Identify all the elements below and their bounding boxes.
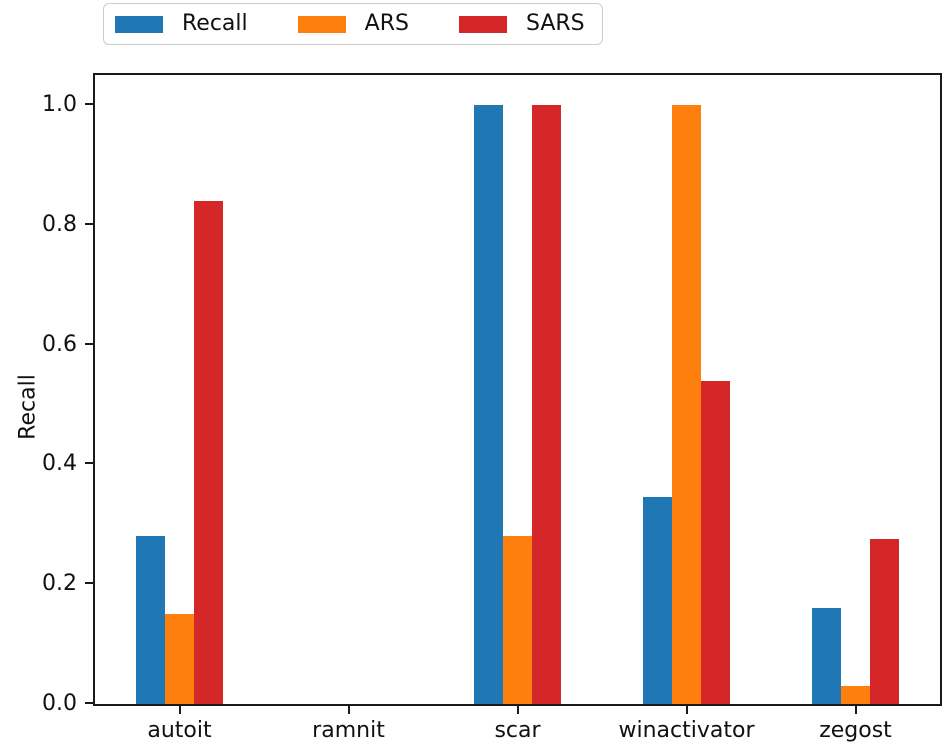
x-tick-mark	[347, 706, 350, 714]
bar-scar-sars	[532, 104, 561, 704]
y-tick-mark	[85, 462, 93, 465]
x-tick-mark	[685, 706, 688, 714]
bar-autoit-recall	[136, 536, 165, 704]
y-axis-label: Recall	[15, 374, 41, 440]
y-tick-label: 0.4	[42, 451, 77, 477]
bar-autoit-sars	[194, 200, 223, 704]
y-tick-label: 0.6	[42, 331, 77, 357]
y-tick-mark	[85, 702, 93, 704]
chart-legend: Recall ARS SARS	[103, 3, 603, 45]
y-tick-label: 1.0	[42, 91, 77, 117]
legend-swatch-ars	[297, 15, 346, 33]
legend-label-ars: ARS	[364, 11, 409, 36]
bar-zegost-sars	[870, 539, 899, 704]
legend-swatch-sars	[458, 15, 507, 33]
y-tick-mark	[85, 222, 93, 225]
x-tick-label-scar: scar	[494, 718, 541, 743]
bar-zegost-recall	[812, 608, 841, 704]
y-tick-label: 0.8	[42, 211, 77, 237]
bar-zegost-ars	[841, 686, 870, 704]
y-tick-label: 0.0	[42, 691, 77, 716]
bar-winactivator-ars	[672, 104, 701, 704]
legend-item-recall: Recall	[115, 13, 248, 35]
bar-winactivator-sars	[701, 380, 730, 704]
y-tick-mark	[85, 102, 93, 105]
legend-label-recall: Recall	[182, 11, 248, 36]
plot-area: 0.0 0.2 0.4 0.6 0.8 1.0 autoit ramnit scar winact…	[42, 73, 942, 743]
legend-swatch-recall	[115, 15, 163, 33]
bar-scar-recall	[474, 104, 503, 704]
x-tick-mark	[516, 706, 519, 714]
y-tick-mark	[85, 342, 93, 345]
x-tick-mark	[178, 706, 181, 714]
x-tick-label-winactivator: winactivator	[618, 718, 755, 743]
x-tick-label-autoit: autoit	[147, 718, 212, 743]
bar-winactivator-recall	[643, 497, 672, 704]
bar-scar-ars	[503, 536, 532, 704]
y-tick-label: 0.2	[42, 571, 77, 597]
bar-autoit-ars	[165, 614, 194, 704]
legend-label-sars: SARS	[525, 11, 585, 36]
x-tick-label-ramnit: ramnit	[312, 718, 385, 743]
x-tick-mark	[854, 706, 857, 714]
legend-item-sars: SARS	[458, 11, 585, 36]
x-tick-label-zegost: zegost	[819, 718, 892, 743]
legend-item-ars: ARS	[297, 11, 409, 36]
y-tick-mark	[85, 582, 93, 585]
